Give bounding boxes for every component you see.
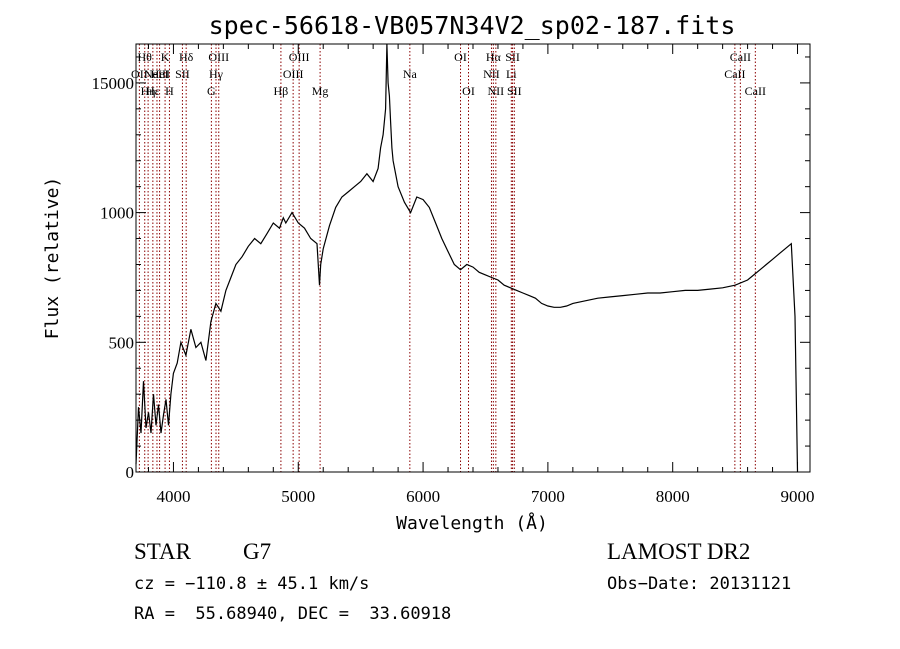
line-label-7: H	[165, 84, 174, 98]
survey-label: LAMOST DR2	[607, 539, 751, 564]
x-tick-label-5: 9000	[781, 487, 815, 506]
line-label-23: Li	[506, 67, 517, 81]
line-label-13: Hβ	[274, 84, 289, 98]
coordinates-text: RA = 55.68940, DEC = 33.60918	[134, 604, 452, 624]
y-axis-label: Flux (relative)	[42, 177, 63, 340]
line-label-1: Hθ	[138, 50, 153, 64]
redshift-text: cz = −110.8 ± 45.1 km/s	[134, 574, 370, 594]
x-tick-label-3: 7000	[531, 487, 565, 506]
line-label-18: OI	[454, 50, 467, 64]
y-axis: 0 500 1000 15000	[92, 56, 810, 482]
x-tick-label-0: 4000	[156, 487, 190, 506]
line-label-6: K	[161, 50, 170, 64]
spectrum-series	[135, 43, 799, 473]
x-axis-label: Wavelength (Å)	[396, 512, 548, 534]
line-label-27: CaII	[730, 50, 751, 64]
line-label-21: Hα	[486, 50, 502, 64]
line-label-19: OI	[462, 84, 475, 98]
line-label-0: OII	[131, 67, 148, 81]
y-tick-label-2: 1000	[100, 204, 134, 223]
line-label-3: Hε	[146, 84, 160, 98]
y-tick-label-3: 15000	[92, 74, 135, 93]
line-label-10: G	[207, 84, 216, 98]
x-axis: 4000 5000 6000 7000 8000 9000	[147, 44, 815, 506]
line-markers: OIIHθHηHεNeIIIHeIKHSIIHδGHγOIIIHβOIIIOII…	[131, 44, 766, 472]
plot-frame	[135, 43, 811, 473]
object-subclass: G7	[243, 539, 272, 564]
line-label-25: SII	[507, 84, 522, 98]
obs-date-text: Obs−Date: 20131121	[607, 574, 792, 594]
x-tick-label-2: 6000	[406, 487, 440, 506]
chart-title: spec-56618-VB057N34V2_sp02-187.fits	[209, 11, 736, 40]
object-class: STAR	[134, 539, 191, 564]
line-label-4: NeIII	[144, 67, 170, 81]
line-label-28: CaII	[745, 84, 766, 98]
line-label-24: SII	[505, 50, 520, 64]
line-label-9: Hδ	[179, 50, 194, 64]
line-label-12: OIII	[208, 50, 229, 64]
line-label-8: SII	[175, 67, 190, 81]
line-label-5: HeI	[151, 67, 169, 81]
x-tick-label-1: 5000	[281, 487, 315, 506]
line-label-11: Hγ	[209, 67, 224, 81]
line-label-16: Mg	[312, 84, 329, 98]
line-label-17: Na	[403, 67, 418, 81]
line-label-20: NII	[483, 67, 500, 81]
line-label-22: NII	[488, 84, 505, 98]
line-label-26: CaII	[724, 67, 745, 81]
y-tick-label-0: 0	[126, 463, 135, 482]
line-label-15: OIII	[289, 50, 310, 64]
y-tick-label-1: 500	[109, 333, 135, 352]
line-label-14: OIII	[283, 67, 304, 81]
x-tick-label-4: 8000	[656, 487, 690, 506]
line-label-2: Hη	[141, 84, 156, 98]
